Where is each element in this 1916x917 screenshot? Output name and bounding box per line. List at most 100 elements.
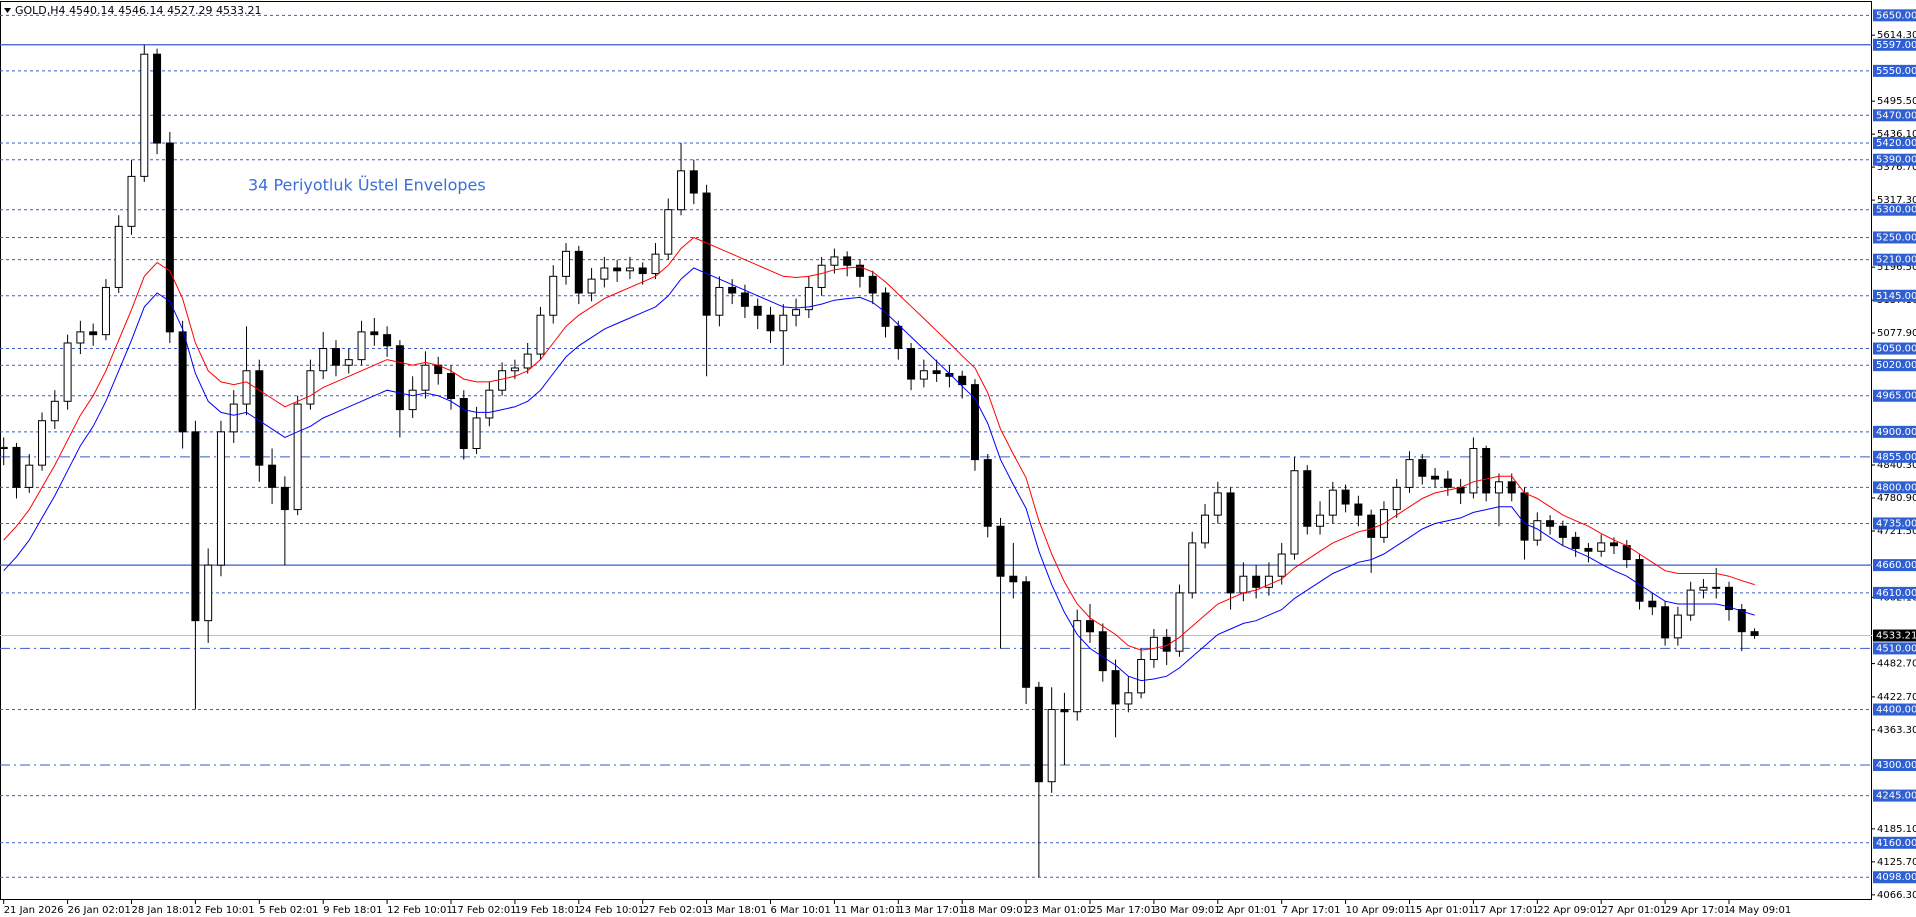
level-label: 5650.00 bbox=[1876, 10, 1916, 21]
level-label-bg bbox=[1873, 703, 1916, 716]
candle-body bbox=[255, 370, 264, 466]
candle-body bbox=[1520, 492, 1529, 541]
x-tick-label: 22 Apr 09:01 bbox=[1537, 905, 1602, 916]
level-label-bg bbox=[1873, 586, 1916, 599]
candle-body bbox=[625, 267, 634, 272]
y-tick-label: 4185.10 bbox=[1877, 824, 1916, 835]
level-label-bg bbox=[1873, 759, 1916, 772]
y-tick-label: 5495.50 bbox=[1877, 96, 1916, 107]
candle-body bbox=[153, 53, 162, 144]
candle-body bbox=[881, 292, 890, 327]
candle-body bbox=[587, 278, 596, 294]
candle-body bbox=[1188, 542, 1197, 594]
x-tick-label: 24 Feb 10:01 bbox=[579, 905, 645, 916]
candle-body bbox=[1290, 470, 1299, 555]
candle-body bbox=[216, 431, 225, 566]
last-price-bg bbox=[1873, 629, 1916, 642]
candle-body bbox=[1252, 575, 1261, 588]
level-label: 4245.00 bbox=[1876, 791, 1916, 802]
level-label-bg bbox=[1873, 38, 1916, 51]
candle-body bbox=[1162, 636, 1171, 652]
candle-body bbox=[268, 464, 277, 488]
level-label-bg bbox=[1873, 425, 1916, 438]
candle-body bbox=[1635, 559, 1644, 602]
candle-body bbox=[1175, 592, 1184, 652]
y-tick-label: 5436.10 bbox=[1877, 129, 1916, 140]
candle-body bbox=[1034, 686, 1043, 783]
candle-body bbox=[753, 305, 762, 316]
candle-body bbox=[549, 275, 558, 316]
candle-body bbox=[907, 348, 916, 380]
candle-body bbox=[191, 431, 200, 622]
candle-body bbox=[498, 370, 507, 391]
y-tick-label: 5196.50 bbox=[1877, 262, 1916, 273]
level-label-bg bbox=[1873, 359, 1916, 372]
candle-body bbox=[1405, 459, 1414, 488]
candle-body bbox=[792, 309, 801, 316]
candle-body bbox=[740, 292, 749, 307]
candle-body bbox=[677, 170, 686, 211]
level-label: 5300.00 bbox=[1876, 205, 1916, 216]
candle-body bbox=[178, 331, 187, 433]
y-tick-label: 5317.30 bbox=[1877, 195, 1916, 206]
candle-body bbox=[651, 253, 660, 275]
candle-body bbox=[1597, 542, 1606, 552]
last-high: 4546.14 bbox=[118, 4, 164, 17]
candle-body bbox=[383, 334, 392, 347]
level-label-bg bbox=[1873, 203, 1916, 216]
candle-body bbox=[1686, 589, 1695, 616]
candle-body bbox=[574, 250, 583, 294]
candle-body bbox=[1201, 514, 1210, 544]
candle-body bbox=[89, 331, 98, 336]
y-tick-label: 5614.30 bbox=[1877, 30, 1916, 41]
candle-body bbox=[1673, 614, 1682, 639]
candle-body bbox=[1316, 514, 1325, 527]
candle-body bbox=[101, 286, 110, 336]
symbol: GOLD,H4 bbox=[15, 4, 66, 17]
envelope-line bbox=[3, 267, 1755, 682]
candle-body bbox=[983, 459, 992, 527]
x-tick-label: 6 Mar 10:01 bbox=[771, 905, 831, 916]
candle-body bbox=[1699, 586, 1708, 591]
x-tick-label: 2 Apr 01:01 bbox=[1218, 905, 1277, 916]
y-tick-label: 4422.70 bbox=[1877, 692, 1916, 703]
candle-body bbox=[638, 267, 647, 275]
candle-body bbox=[331, 348, 340, 366]
candle-body bbox=[536, 314, 545, 355]
last-low: 4527.29 bbox=[167, 4, 213, 17]
candle-body bbox=[1648, 600, 1657, 608]
annotation: 34 Periyotluk Üstel Envelopes bbox=[248, 176, 486, 195]
x-tick-label: 23 Mar 01:01 bbox=[1026, 905, 1093, 916]
x-tick-label: 25 Mar 17:01 bbox=[1090, 905, 1157, 916]
candle-body bbox=[702, 192, 711, 316]
candle-body bbox=[970, 384, 979, 461]
candle-body bbox=[127, 175, 136, 227]
level-label: 4098.00 bbox=[1876, 872, 1916, 883]
level-label: 5020.00 bbox=[1876, 360, 1916, 371]
candle-body bbox=[76, 331, 85, 344]
level-label: 5050.00 bbox=[1876, 344, 1916, 355]
candle-body bbox=[1558, 525, 1567, 538]
candle-body bbox=[1482, 448, 1491, 494]
candle-body bbox=[1086, 620, 1094, 633]
level-label: 4855.00 bbox=[1876, 452, 1916, 463]
candle-body bbox=[114, 225, 123, 288]
last-price-label: 4533.21 bbox=[1876, 631, 1916, 642]
x-tick-label: 27 Feb 02:01 bbox=[643, 905, 709, 916]
level-label: 5250.00 bbox=[1876, 232, 1916, 243]
candle-body bbox=[804, 286, 813, 311]
y-tick-label: 4066.30 bbox=[1877, 890, 1916, 901]
candle-body bbox=[1584, 547, 1593, 552]
level-label-bg bbox=[1873, 9, 1916, 22]
candle-body bbox=[357, 331, 366, 361]
x-tick-label: 29 Apr 17:01 bbox=[1665, 905, 1730, 916]
level-label: 4900.00 bbox=[1876, 427, 1916, 438]
candle-body bbox=[1533, 520, 1542, 541]
candle-body bbox=[894, 325, 903, 350]
candle-body bbox=[1507, 481, 1516, 494]
x-tick-label: 7 Apr 17:01 bbox=[1282, 905, 1341, 916]
candle-body bbox=[664, 209, 673, 255]
menu-arrow[interactable] bbox=[4, 8, 11, 13]
candle-body bbox=[689, 170, 698, 194]
